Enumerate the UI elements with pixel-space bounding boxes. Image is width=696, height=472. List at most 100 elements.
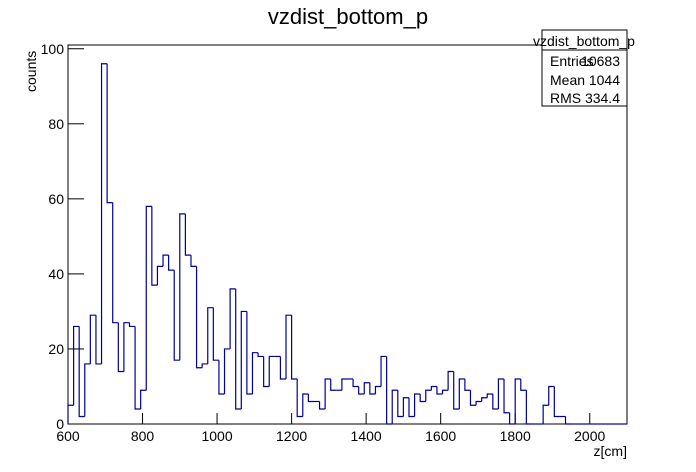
x-tick-label: 600 — [56, 428, 80, 444]
stats-title: vzdist_bottom_p — [533, 33, 635, 49]
histogram-bin — [246, 311, 253, 395]
histogram-bin — [503, 378, 510, 414]
histogram-bin — [140, 389, 147, 409]
histogram-bin — [240, 310, 247, 409]
histogram-bin — [413, 393, 421, 417]
chart-title: vzdist_bottom_p — [268, 4, 428, 29]
stats-label: RMS — [550, 90, 581, 106]
histogram-bin — [542, 404, 549, 424]
histogram-bin — [179, 213, 186, 361]
histogram-bin — [285, 314, 292, 379]
histogram-bin — [425, 389, 432, 402]
histogram-bin — [117, 322, 124, 373]
histogram-bin — [374, 385, 382, 394]
histogram-bin — [553, 386, 560, 418]
histogram-bin — [156, 265, 164, 286]
histogram-bin — [386, 356, 393, 425]
y-tick-label: 80 — [48, 116, 64, 132]
histogram-bin — [341, 378, 348, 391]
histogram-bin — [173, 270, 180, 361]
x-axis-label: z[cm] — [594, 443, 627, 459]
histogram-bin — [352, 378, 359, 388]
stats-box — [541, 29, 628, 107]
histogram-bin — [520, 378, 527, 391]
histogram-bin — [263, 356, 270, 388]
stats-value: 1044 — [589, 72, 620, 88]
histogram-bin — [134, 326, 141, 410]
histogram-bin — [268, 355, 275, 387]
histogram-bin — [380, 355, 387, 387]
histogram-bin — [318, 401, 326, 410]
histogram-bin — [391, 389, 398, 424]
histogram-bin — [207, 307, 214, 364]
histogram-bin — [525, 390, 532, 425]
histogram-bin — [481, 397, 488, 402]
histogram-bin — [279, 356, 287, 380]
histogram-bin — [145, 205, 152, 391]
histogram-bin — [464, 378, 471, 391]
histogram-bin — [84, 363, 91, 417]
y-tick-label: 40 — [48, 266, 64, 282]
histogram-bin — [235, 288, 242, 410]
histogram-bin — [363, 382, 370, 394]
x-tick-label: 1400 — [351, 428, 382, 444]
histogram-bin — [307, 393, 314, 403]
histogram-bin — [218, 360, 225, 395]
x-tick-label: 800 — [131, 428, 155, 444]
stats-label: Entries — [550, 53, 594, 69]
histogram-bin — [95, 315, 102, 365]
histogram-bin — [106, 63, 113, 204]
histogram-bin — [291, 315, 298, 380]
histogram-bin — [486, 393, 493, 398]
histogram-bin — [441, 389, 449, 394]
histogram-bin — [458, 378, 465, 409]
histogram-bin — [128, 322, 136, 328]
histogram-bin — [168, 255, 175, 271]
histogram-bin — [447, 370, 454, 391]
histogram-bin — [436, 386, 443, 395]
histogram-bin — [358, 386, 365, 395]
histogram-bin — [509, 412, 516, 425]
stats-value: 334.4 — [585, 90, 620, 106]
y-axis-label: counts — [23, 51, 39, 92]
histogram-bin — [564, 416, 572, 425]
histogram-bin — [212, 307, 219, 361]
histogram-bin — [251, 352, 259, 394]
y-tick-label: 20 — [48, 341, 64, 357]
histogram-bin — [223, 348, 231, 394]
histogram-bin — [324, 378, 331, 409]
x-tick-label: 2000 — [574, 428, 605, 444]
histogram-bin — [67, 404, 74, 424]
histogram-bin — [419, 393, 426, 403]
histogram-bin — [492, 393, 499, 410]
histogram-bin — [430, 385, 437, 391]
histogram-bin — [302, 393, 309, 417]
x-tick-label: 1000 — [201, 428, 232, 444]
histogram-bin — [162, 254, 169, 267]
y-tick-label: 60 — [48, 191, 64, 207]
histogram-bin — [72, 325, 80, 406]
histogram-bin — [257, 352, 264, 358]
x-tick-label: 1200 — [276, 428, 307, 444]
histogram-bin — [330, 378, 337, 391]
histogram-bin — [453, 371, 460, 410]
histogram-bin — [397, 390, 404, 418]
histogram-bin — [369, 382, 376, 395]
x-tick-label: 1800 — [500, 428, 531, 444]
histogram-bin — [201, 363, 208, 368]
histogram-bin — [548, 385, 555, 406]
y-tick-label: 0 — [56, 416, 64, 432]
histogram-bin — [78, 326, 85, 418]
y-tick-label: 100 — [41, 41, 65, 57]
histogram-bin — [112, 202, 119, 324]
histogram-bin — [89, 314, 96, 364]
histogram-bin — [100, 63, 108, 364]
histogram-bin — [151, 206, 158, 286]
histogram-bin — [514, 378, 521, 424]
histogram-bin — [190, 255, 197, 267]
histogram-bin — [184, 213, 191, 256]
frame — [67, 44, 628, 425]
histogram-bin — [497, 378, 505, 409]
histogram-bin — [475, 400, 482, 406]
